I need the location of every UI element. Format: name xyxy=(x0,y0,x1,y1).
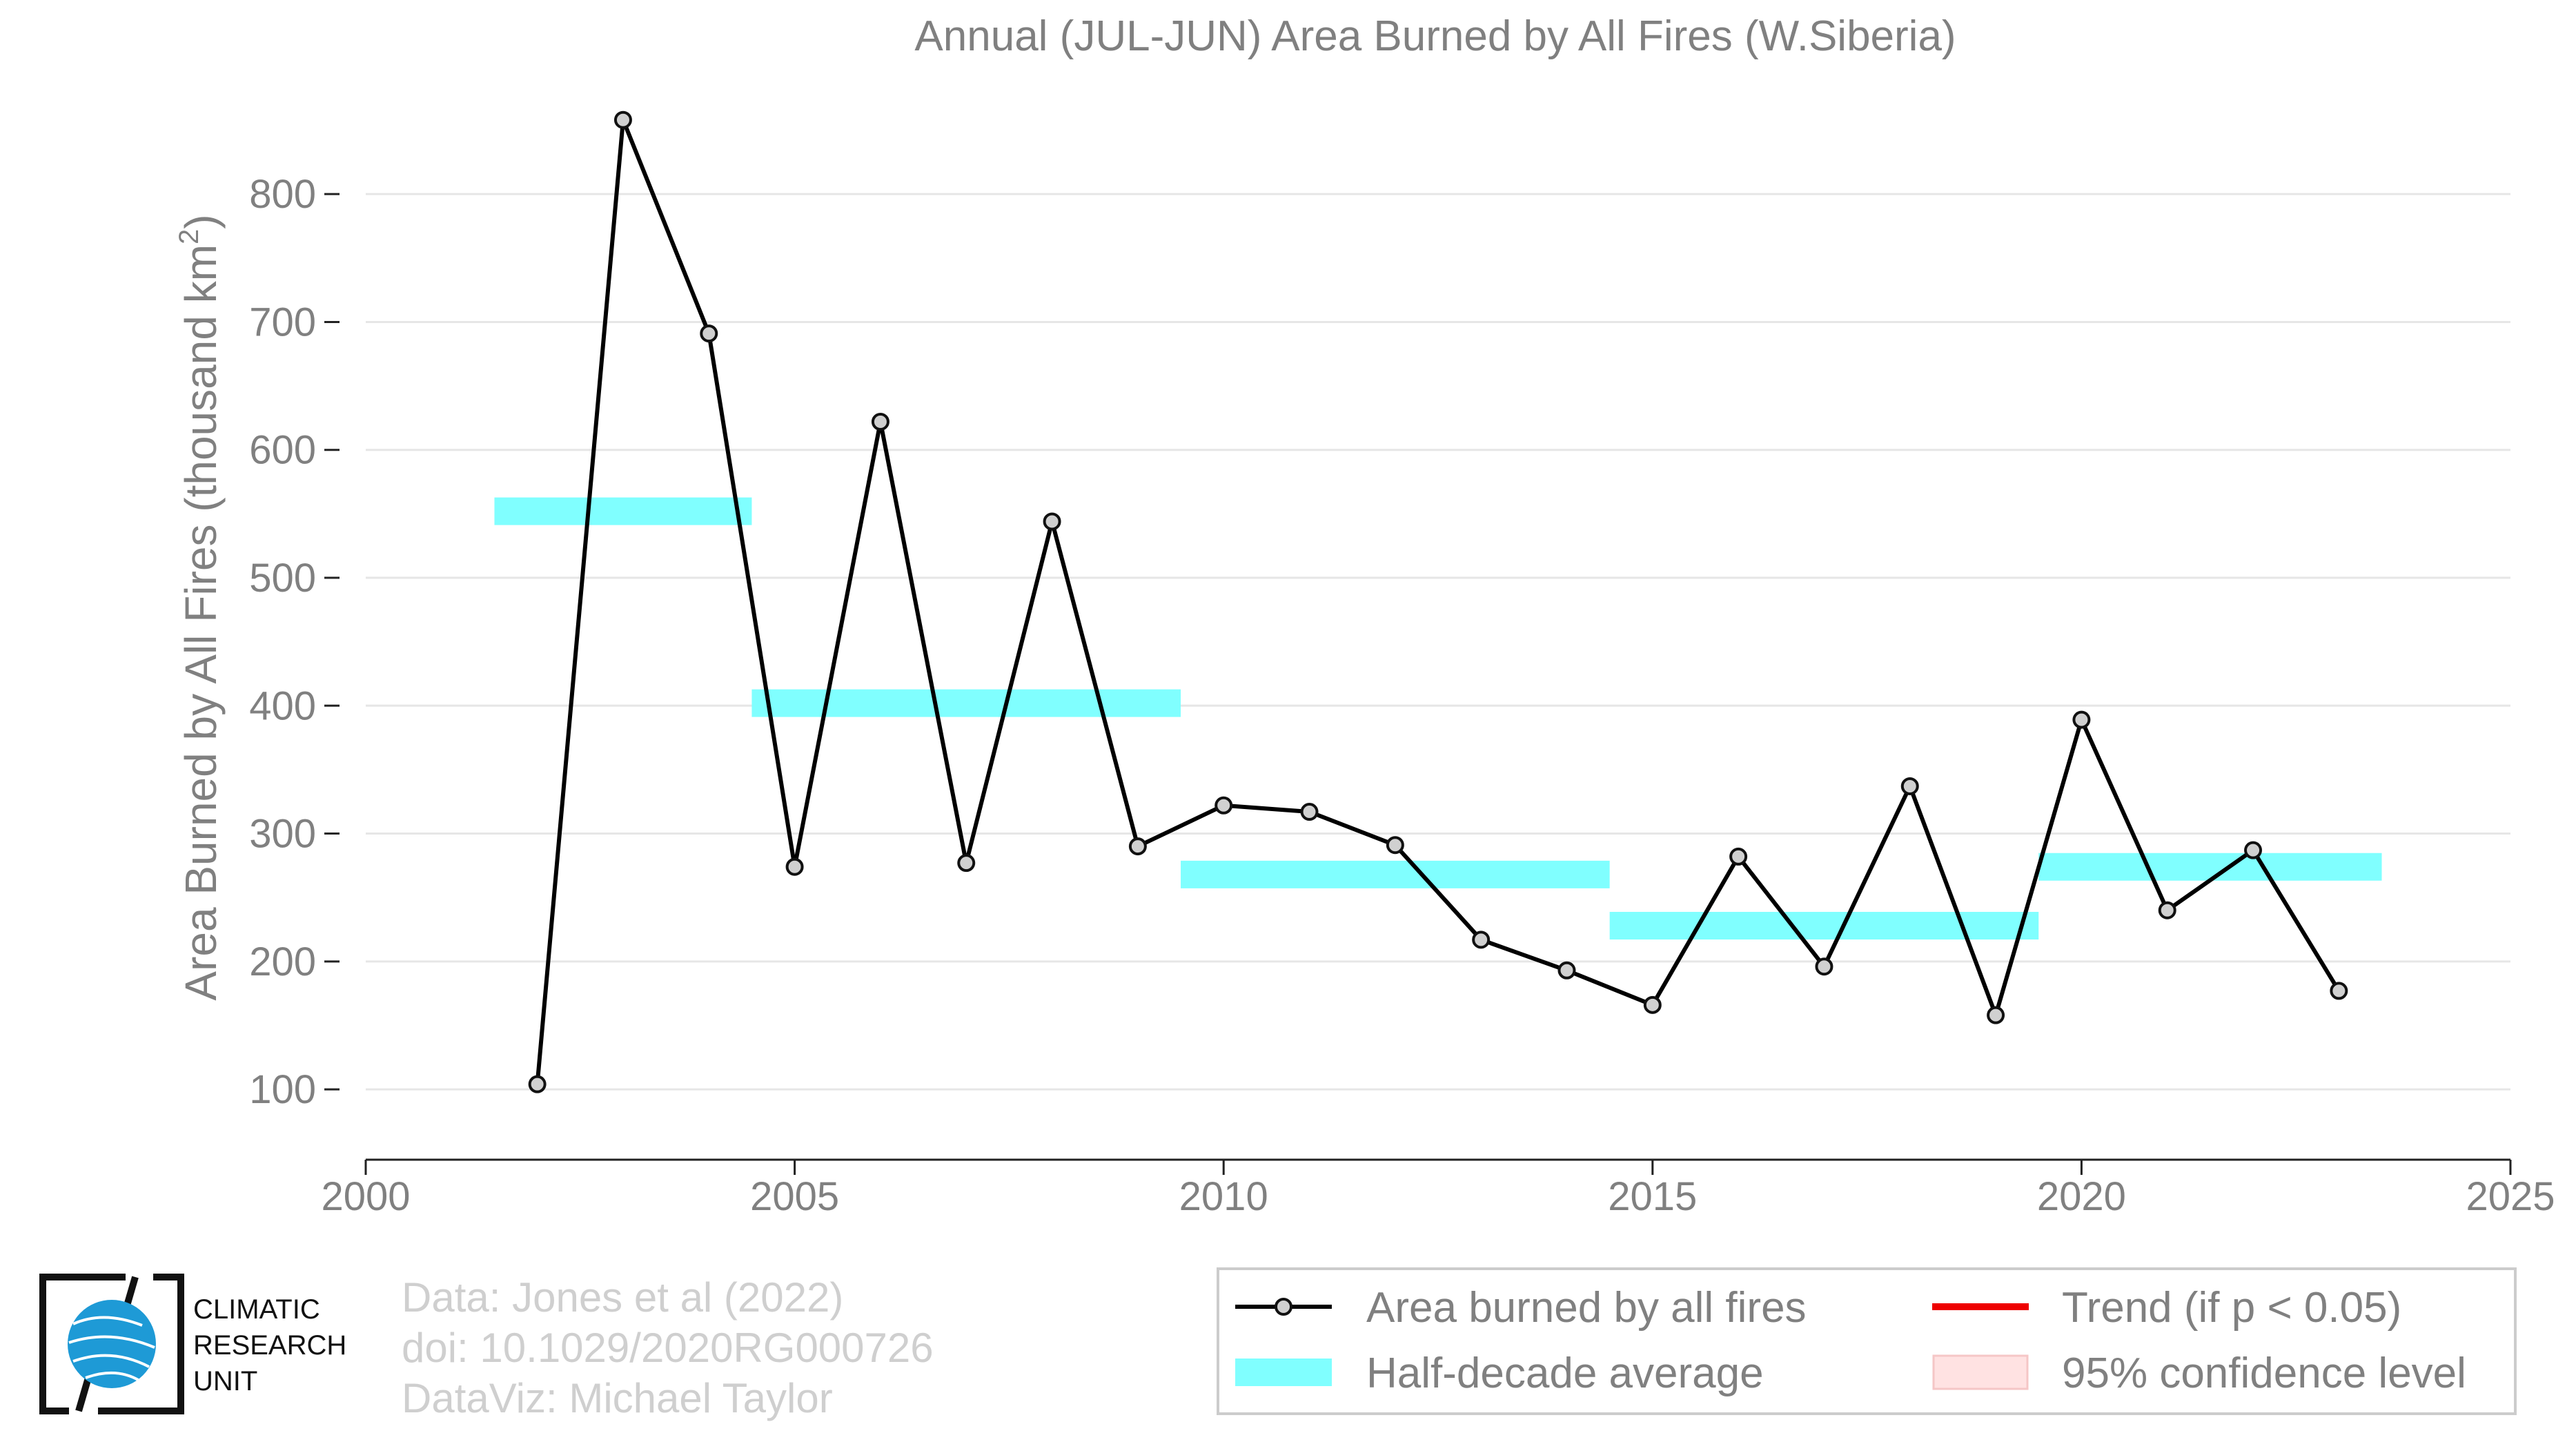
data-point xyxy=(1128,837,1147,856)
area-burned-line xyxy=(535,117,2341,1084)
y-tick-label: 500 xyxy=(249,556,316,601)
y-tick-label: 700 xyxy=(249,300,316,344)
data-point xyxy=(1043,512,1061,531)
x-tick-label: 2020 xyxy=(2037,1174,2126,1219)
chart-title: Annual (JUL-JUN) Area Burned by All Fire… xyxy=(914,12,1956,60)
logo-bracket-slash-bottom xyxy=(75,1376,92,1412)
data-point xyxy=(1729,847,1748,866)
data-point xyxy=(1987,1006,2005,1024)
y-tick-label: 800 xyxy=(249,172,316,217)
data-point xyxy=(2244,841,2263,859)
y-axis: 100 200 300 400 500 600 700 800 xyxy=(249,172,340,1112)
x-tick-label: 2000 xyxy=(321,1174,410,1219)
legend-label: 95% confidence level xyxy=(2062,1350,2466,1397)
globe-icon-contour xyxy=(68,1335,155,1349)
data-point xyxy=(2158,901,2176,919)
y-axis-label-suffix: ) xyxy=(176,214,226,228)
logo-text-research: RESEARCH xyxy=(193,1330,346,1361)
credits: Data: Jones et al (2022) doi: 10.1029/20… xyxy=(402,1274,934,1421)
globe-icon-contour xyxy=(72,1354,150,1368)
data-point xyxy=(785,857,804,876)
data-point xyxy=(957,854,976,873)
data-point xyxy=(2330,982,2348,1000)
data-point xyxy=(1215,796,1233,815)
logo-bracket-left xyxy=(39,1274,126,1414)
data-point xyxy=(871,412,889,431)
x-tick-label: 2025 xyxy=(2466,1174,2555,1219)
data-point xyxy=(1815,957,1833,976)
data-point xyxy=(2072,710,2091,729)
globe-icon-contour xyxy=(72,1316,143,1327)
data-point xyxy=(700,324,718,343)
data-point xyxy=(1643,995,1662,1014)
globe-icon-contour xyxy=(85,1371,141,1382)
credit-doi: doi: 10.1029/2020RG000726 xyxy=(402,1325,934,1371)
legend-label: Half-decade average xyxy=(1366,1350,1764,1397)
data-point xyxy=(1557,961,1576,980)
data-point xyxy=(1472,931,1491,949)
y-tick-label: 200 xyxy=(249,939,316,984)
data-point xyxy=(1300,803,1319,821)
logo-text-unit: UNIT xyxy=(193,1366,257,1396)
x-tick-label: 2010 xyxy=(1179,1174,1268,1219)
logo-text-climatic: CLIMATIC xyxy=(193,1294,320,1325)
logo-bracket-right xyxy=(98,1274,184,1414)
legend-label: Area burned by all fires xyxy=(1366,1284,1807,1332)
y-tick-label: 100 xyxy=(249,1067,316,1112)
legend-symbol-half-decade xyxy=(1235,1359,1332,1386)
data-point xyxy=(1900,777,1919,795)
credit-data-source: Data: Jones et al (2022) xyxy=(402,1274,843,1321)
x-tick-label: 2015 xyxy=(1608,1174,1697,1219)
y-axis-label: Area Burned by All Fires (thousand km2) xyxy=(174,214,226,1000)
x-tick-label: 2005 xyxy=(750,1174,839,1219)
grid-lines xyxy=(366,193,2510,1091)
y-tick-label: 300 xyxy=(249,812,316,857)
y-axis-label-main: Area Burned by All Fires (thousand km xyxy=(176,244,226,1001)
data-point xyxy=(1386,836,1404,855)
x-axis: 2000 2005 2010 2015 2020 2025 xyxy=(321,1158,2555,1219)
data-point xyxy=(528,1075,547,1093)
y-axis-label-superscript: 2 xyxy=(174,229,204,244)
legend-box xyxy=(1217,1267,2517,1415)
legend-label: Trend (if p < 0.05) xyxy=(2062,1284,2401,1332)
area-burned-series xyxy=(528,110,2348,1093)
y-tick-label: 400 xyxy=(249,683,316,728)
cru-logo: CLIMATIC RESEARCH UNIT xyxy=(39,1274,346,1414)
legend-symbol-confidence xyxy=(1932,1354,2029,1390)
credit-dataviz: DataViz: Michael Taylor xyxy=(402,1375,833,1421)
legend-items: Area burned by all fires Trend (if p < 0.… xyxy=(1235,1284,2466,1397)
legend-symbol-marker xyxy=(1275,1298,1292,1316)
half-decade-average-series xyxy=(494,497,2382,939)
y-tick-label: 600 xyxy=(249,428,316,473)
legend: Area burned by all fires Trend (if p < 0.… xyxy=(1217,1267,2517,1415)
data-point xyxy=(613,110,632,129)
